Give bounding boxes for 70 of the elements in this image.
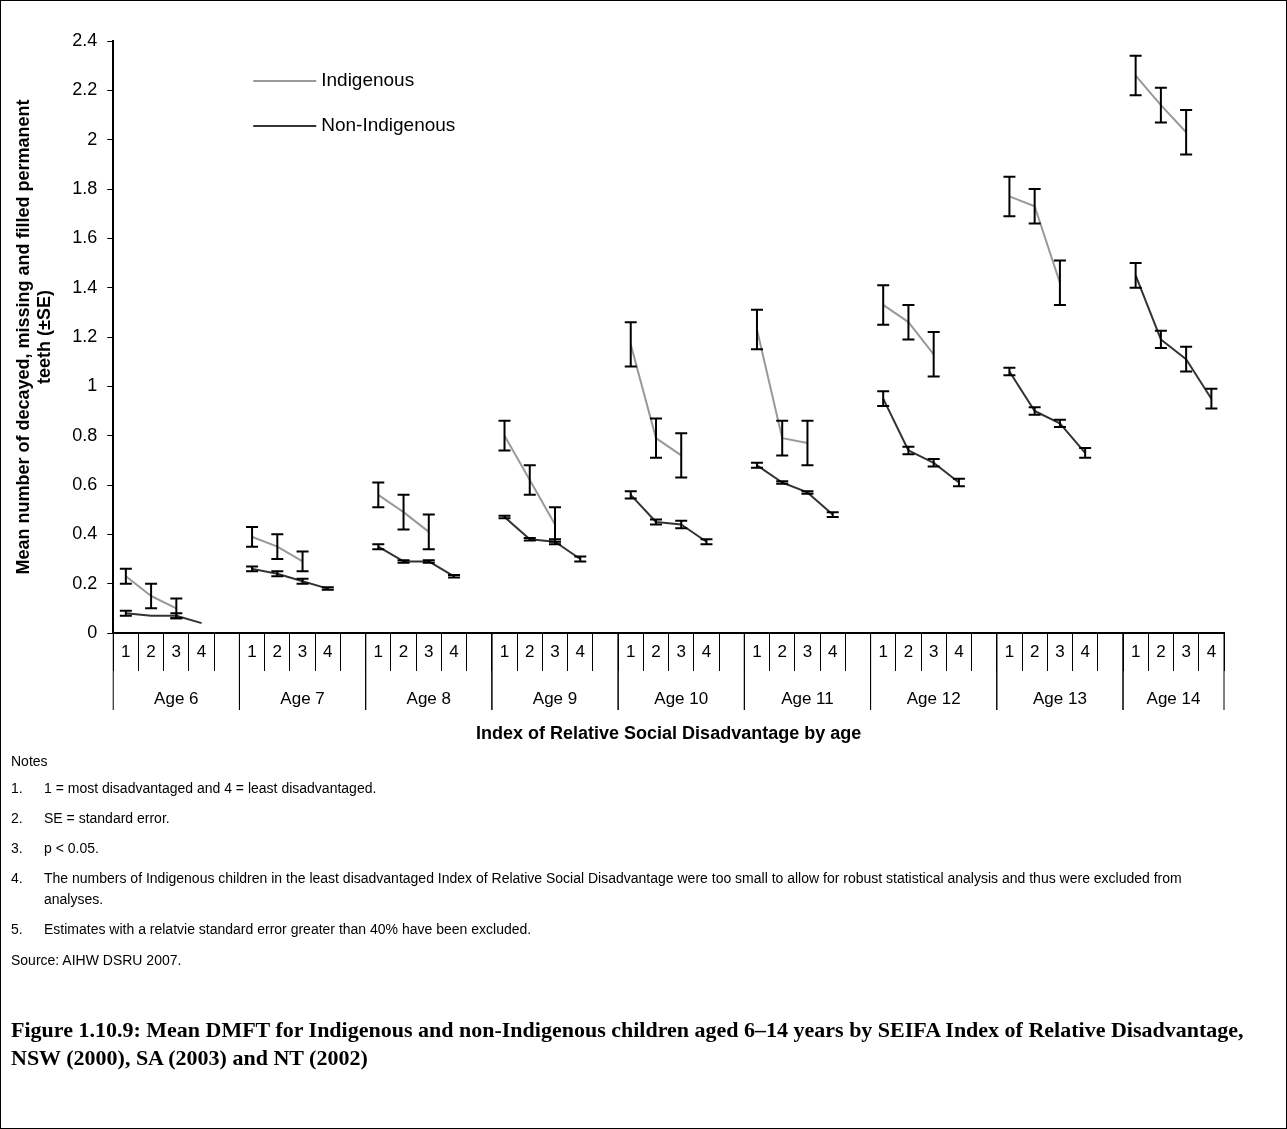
x-tick-label: 1 — [499, 641, 510, 661]
x-tick-label: 4 — [701, 641, 712, 661]
y-tick-label: 1.2 — [72, 325, 98, 346]
x-tick-label: 3 — [676, 641, 686, 661]
y-tick-label: 0.4 — [72, 523, 98, 544]
text: 1. 1 = most disadvantaged and 4 = least disadvantaged. — [11, 780, 377, 796]
x-tick-label: 3 — [802, 641, 813, 661]
text: 5. Estimates with a relatvie standard error greater than 40% have been excluded. — [11, 921, 532, 937]
x-tick-label: 2 — [1029, 641, 1040, 661]
y-tick-label: 1.4 — [72, 276, 98, 297]
x-tick-label: 4 — [196, 641, 207, 661]
x-tick-label: 2 — [777, 641, 787, 661]
y-tick-label: 0 — [87, 621, 98, 642]
x-tick-label: 1 — [373, 641, 384, 661]
legend-label: Non-Indigenous — [321, 114, 456, 136]
x-tick-label: 4 — [449, 641, 459, 661]
x-tick-label: 1 — [1004, 641, 1015, 661]
text: Age 13 — [1032, 688, 1087, 708]
y-tick-label: 1.8 — [72, 177, 98, 198]
source-note: Source: AIHW DSRU 2007. — [11, 952, 183, 968]
text: 4. The numbers of Indigenous children in the least disadvantaged Index of Relative Social Disadvantage were too small to allow for robust statistical analysis and thus were excluded from analyses. — [11, 870, 1182, 907]
text: Age 10 — [654, 688, 709, 708]
x-tick-label: 4 — [1080, 641, 1090, 661]
x-tick-label: 4 — [323, 641, 333, 661]
x-tick-label: 3 — [928, 641, 939, 661]
y-tick-label: 1.6 — [72, 227, 98, 248]
y-tick-label: 2.2 — [72, 79, 98, 100]
y-tick-label: 0.6 — [72, 473, 98, 494]
text: Figure 1.10.9: Mean DMFT for Indigenous and non-Indigenous children aged 6–14 years by SEIFA Index of Relative Disadvantage, NSW (2000), SA (2003) and NT (2002) — [11, 1016, 1245, 1072]
x-tick-label: 4 — [954, 641, 964, 661]
x-tick-label: 2 — [651, 641, 661, 661]
text: Age 7 — [280, 688, 325, 708]
text: Age 8 — [406, 688, 451, 708]
x-tick-label: 2 — [1156, 641, 1166, 661]
x-tick-label: 1 — [878, 641, 888, 661]
y-axis-title: Mean number of decayed, missing and filled permanent teeth (±SE) — [12, 99, 55, 575]
x-axis-title: Index of Relative Social Disadvantage by age — [476, 723, 862, 744]
y-tick-label: 0.2 — [72, 572, 98, 593]
y-tick-label: 1 — [87, 375, 98, 396]
x-tick-label: 1 — [626, 641, 636, 661]
text: Notes — [11, 753, 49, 769]
x-tick-label: 4 — [1206, 641, 1217, 661]
x-tick-label: 2 — [272, 641, 283, 661]
x-tick-label: 3 — [1181, 641, 1191, 661]
y-tick-label: 0.8 — [72, 424, 98, 445]
text: 3. p < 0.05. — [11, 840, 99, 856]
y-tick-label: 2.4 — [72, 29, 98, 50]
x-tick-label: 2 — [525, 641, 535, 661]
x-tick-label: 3 — [297, 641, 308, 661]
x-tick-label: 3 — [550, 641, 560, 661]
x-tick-label: 3 — [1055, 641, 1065, 661]
text: Age 14 — [1146, 688, 1201, 708]
text: Age 6 — [154, 688, 199, 708]
x-tick-label: 4 — [827, 641, 838, 661]
text: Age 9 — [532, 688, 578, 708]
text: Age 11 — [781, 688, 834, 708]
y-tick-label: 2 — [87, 128, 98, 149]
x-tick-label: 4 — [575, 641, 585, 661]
x-tick-label: 2 — [903, 641, 914, 661]
legend-label: Indigenous — [321, 69, 415, 91]
x-tick-label: 1 — [121, 641, 131, 661]
text: Age 12 — [906, 688, 961, 708]
x-tick-label: 2 — [146, 641, 156, 661]
x-tick-label: 2 — [398, 641, 409, 661]
x-tick-label: 3 — [171, 641, 182, 661]
x-tick-label: 1 — [247, 641, 257, 661]
x-tick-label: 3 — [424, 641, 434, 661]
x-tick-label: 1 — [1130, 641, 1141, 661]
x-tick-label: 1 — [752, 641, 762, 661]
text: 2. SE = standard error. — [11, 810, 170, 826]
